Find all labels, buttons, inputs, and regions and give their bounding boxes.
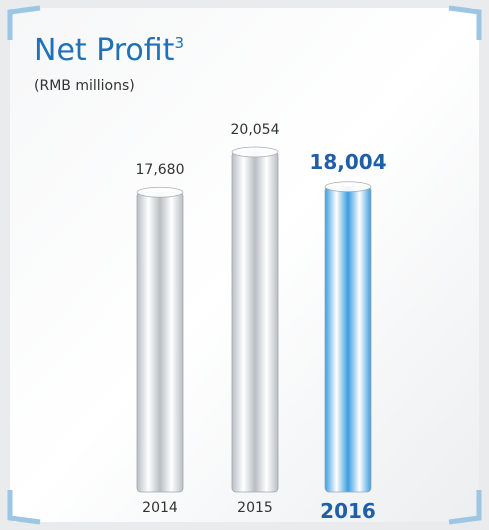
x-tick-label: 2016 — [320, 499, 376, 523]
chart-title: Net Profit3 — [34, 33, 184, 68]
chart: Net Profit3 (RMB millions) 17,680 2014 20,… — [0, 0, 489, 530]
page: {"chart_data": {"type": "bar", "title": … — [0, 0, 489, 530]
title-text: Net Profit — [34, 33, 175, 68]
value-label: 18,004 — [309, 150, 386, 174]
x-tick-label: 2015 — [237, 500, 273, 516]
title-note: 3 — [174, 34, 184, 52]
bar-cap — [137, 187, 183, 197]
x-tick-label: 2014 — [142, 500, 178, 516]
bar — [232, 152, 278, 492]
bar-cap — [232, 147, 278, 157]
bar — [137, 192, 183, 492]
value-label: 20,054 — [231, 122, 280, 138]
chart-subtitle: (RMB millions) — [34, 78, 135, 94]
value-label: 17,680 — [136, 162, 185, 178]
bar-cap — [325, 182, 371, 192]
bar — [325, 187, 371, 492]
